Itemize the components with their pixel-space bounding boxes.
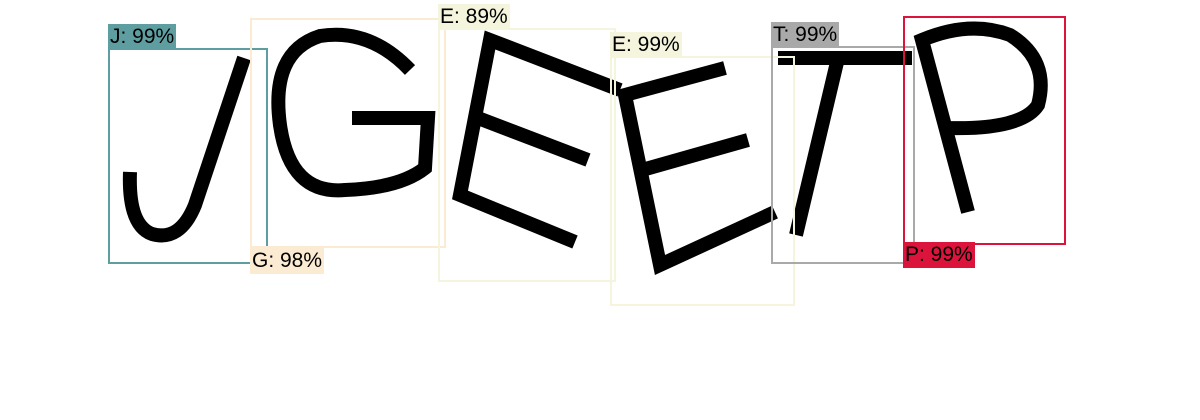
captcha-glyph-t-stem — [789, 56, 845, 237]
captcha-glyph-p — [913, 21, 1048, 214]
detection-box-e-second — [610, 56, 795, 306]
detection-box-g — [250, 18, 446, 248]
detection-label-t: T: 99% — [771, 22, 840, 48]
detection-label-g: G: 98% — [250, 248, 325, 274]
detection-label-e-first: E: 89% — [438, 4, 510, 30]
captcha-glyph-g — [271, 27, 436, 198]
detection-box-t — [771, 46, 915, 264]
detection-label-p: P: 99% — [903, 242, 975, 268]
captcha-glyph-e1-bar — [475, 111, 591, 167]
detection-label-e-second: E: 99% — [610, 32, 682, 58]
detection-box-p — [903, 16, 1066, 245]
captcha-glyph-e2 — [616, 61, 778, 276]
detection-box-j — [108, 48, 268, 264]
detection-box-e-first — [438, 28, 616, 282]
captcha-glyph-e2-bar — [640, 133, 750, 177]
captcha-glyph-e1 — [452, 30, 623, 249]
captcha-glyph-j — [122, 55, 251, 243]
detection-label-j: J: 99% — [108, 24, 177, 50]
